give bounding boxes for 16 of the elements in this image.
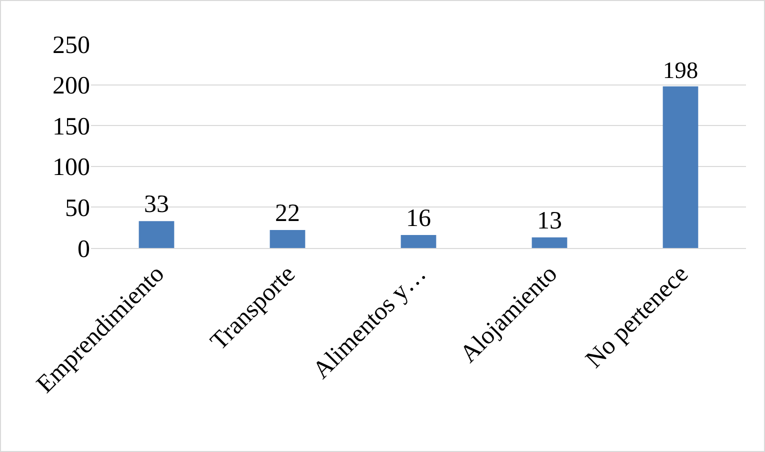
- data-label: 13: [537, 207, 562, 234]
- bar: [532, 237, 568, 248]
- bar: [400, 234, 436, 248]
- bar: [270, 230, 306, 248]
- y-tick-label: 200: [52, 72, 90, 100]
- bar: [138, 221, 174, 248]
- y-tick-label: 100: [52, 154, 90, 182]
- data-label: 198: [662, 58, 698, 84]
- y-tick-label: 150: [52, 113, 90, 140]
- y-tick-label: 250: [52, 32, 90, 59]
- data-label: 16: [406, 204, 431, 232]
- data-label: 33: [144, 191, 170, 218]
- data-label: 22: [275, 200, 300, 228]
- bar: [662, 86, 698, 248]
- y-tick-label: 50: [65, 194, 90, 222]
- y-tick-label: 0: [78, 236, 90, 263]
